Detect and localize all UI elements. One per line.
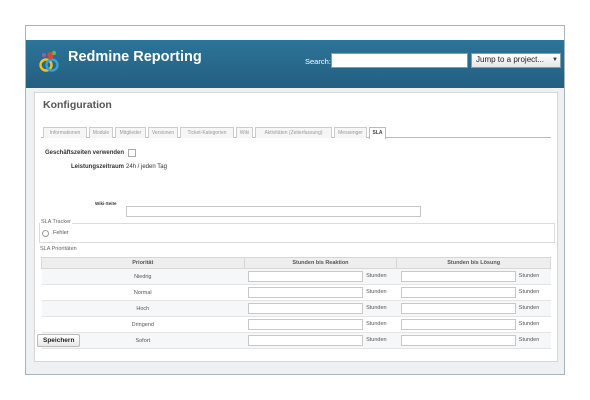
resolution-hours-input[interactable] [400, 319, 516, 330]
tracker-fehler-label: Fehler [53, 230, 69, 236]
tab-module[interactable]: Module [89, 127, 113, 138]
search-label: Search: [305, 57, 331, 66]
app-title[interactable]: Redmine Reporting [68, 49, 202, 65]
tab-sla[interactable]: SLA [369, 127, 386, 139]
sla-priorities-legend: SLA Prioritäten [39, 246, 78, 252]
priority-name: Hoch [41, 300, 245, 317]
unit-label: Stunden [518, 273, 540, 279]
top-menu-bar [26, 26, 564, 40]
business-hours-checkbox[interactable] [128, 149, 136, 157]
service-period-label: Leistungszeitraum [71, 164, 125, 170]
settings-tabs: Informationen Module Mitglieder Versione… [41, 125, 551, 139]
sla-tracker-legend: SLA Tracker [40, 219, 72, 225]
resolution-hours-input[interactable] [400, 335, 516, 346]
project-jump-select[interactable]: Jump to a project... ▼ [471, 53, 561, 68]
tab-messenger[interactable]: Messenger [334, 127, 367, 138]
sla-tracker-fieldset [39, 223, 555, 243]
table-row: Normal Stunden Stunden [41, 284, 551, 301]
unit-label: Stunden [518, 289, 540, 295]
business-hours-label: Geschäftszeiten verwenden [45, 150, 125, 156]
page-title: Konfiguration [43, 99, 112, 111]
search-input[interactable] [331, 53, 468, 68]
reaction-hours-input[interactable] [248, 335, 364, 346]
unit-label: Stunden [518, 337, 540, 343]
project-jump-label: Jump to a project... [476, 55, 545, 64]
column-header-priority: Priorität [41, 257, 245, 269]
sla-priorities-table: Priorität Stunden bis Reaktion Stunden b… [41, 257, 551, 349]
unit-label: Stunden [366, 305, 387, 311]
reaction-hours-input[interactable] [248, 287, 364, 298]
priority-name: Sofort [41, 332, 245, 349]
priority-name: Niedrig [41, 268, 245, 285]
table-row: Hoch Stunden Stunden [41, 300, 551, 317]
unit-label: Stunden [366, 321, 387, 327]
resolution-hours-input[interactable] [400, 271, 516, 282]
resolution-hours-input[interactable] [400, 303, 516, 314]
table-row: Sofort Stunden Stunden [41, 332, 551, 349]
tab-informationen[interactable]: Informationen [43, 127, 87, 138]
reaction-hours-input[interactable] [248, 303, 364, 314]
unit-label: Stunden [518, 321, 540, 327]
table-row: Niedrig Stunden Stunden [41, 268, 551, 285]
column-header-resolution: Stunden bis Lösung [396, 257, 551, 269]
wiki-page-input[interactable] [126, 206, 421, 217]
reaction-hours-input[interactable] [248, 319, 364, 330]
header: Redmine Reporting Search: Jump to a proj… [26, 40, 564, 88]
table-row: Dringend Stunden Stunden [41, 316, 551, 333]
tracker-fehler-radio[interactable] [42, 230, 49, 237]
unit-label: Stunden [366, 289, 387, 295]
tab-versionen[interactable]: Versionen [148, 127, 178, 138]
priority-name: Dringend [41, 316, 245, 333]
unit-label: Stunden [518, 305, 540, 311]
resolution-hours-input[interactable] [400, 287, 516, 298]
wiki-page-label: Wiki-Seite [95, 201, 117, 206]
reaction-hours-input[interactable] [248, 271, 364, 282]
tab-ticket-kategorien[interactable]: Ticket-Kategorien [180, 127, 234, 138]
tab-aktivitaeten[interactable]: Aktivitäten (Zeiterfassung) [255, 127, 332, 138]
chevron-down-icon: ▼ [552, 57, 558, 63]
priority-name: Normal [41, 284, 245, 301]
save-button[interactable]: Speichern [37, 334, 81, 347]
browser-frame: Redmine Reporting Search: Jump to a proj… [25, 25, 565, 375]
unit-label: Stunden [366, 273, 387, 279]
tab-wiki[interactable]: Wiki [236, 127, 253, 138]
column-header-reaction: Stunden bis Reaktion [243, 257, 398, 269]
redmine-logo-icon [39, 50, 59, 72]
unit-label: Stunden [366, 337, 387, 343]
service-period-value: 24h / jeden Tag [126, 164, 167, 170]
tab-mitglieder[interactable]: Mitglieder [115, 127, 146, 138]
main-content: Konfiguration Informationen Module Mitgl… [34, 92, 558, 362]
